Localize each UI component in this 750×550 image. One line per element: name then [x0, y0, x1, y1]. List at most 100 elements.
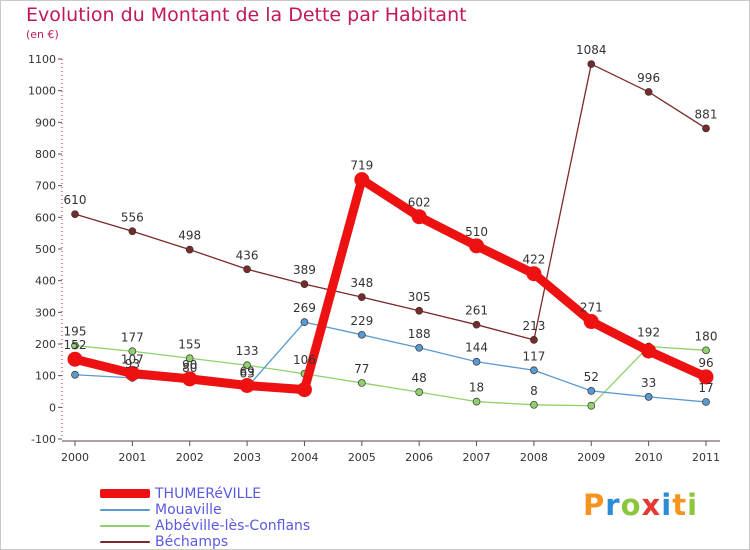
y-tick-label: 0: [49, 401, 56, 414]
x-tick-label: 2008: [520, 451, 548, 464]
data-point: [472, 397, 481, 406]
data-label: 33: [641, 376, 656, 390]
data-point: [243, 265, 251, 274]
data-label: 881: [695, 107, 718, 121]
data-point: [71, 210, 79, 219]
data-label: 305: [408, 290, 431, 304]
data-point: [300, 280, 309, 288]
chart-title: Evolution du Montant de la Dette par Hab…: [26, 4, 467, 26]
data-point: [415, 343, 424, 352]
data-point: [583, 314, 599, 330]
data-point: [182, 371, 198, 387]
data-label: 192: [637, 326, 660, 340]
data-label: 155: [178, 337, 201, 351]
data-label: 348: [350, 276, 373, 290]
data-point: [587, 387, 596, 395]
y-tick-label: 500: [35, 243, 56, 256]
data-point: [185, 354, 194, 363]
data-label: 144: [465, 341, 488, 355]
legend-label: Mouaville: [155, 502, 222, 518]
y-tick-label: 800: [35, 148, 56, 161]
data-label: 69: [239, 364, 254, 378]
data-point: [702, 398, 710, 406]
data-label: 510: [465, 225, 488, 239]
legend-swatch: [100, 541, 150, 543]
data-label: 80: [182, 361, 197, 375]
legend-swatch: [100, 525, 150, 527]
y-tick-label: 900: [35, 116, 56, 129]
data-label: 77: [354, 362, 369, 376]
data-point: [526, 266, 542, 282]
data-label: 188: [408, 327, 431, 341]
data-label: 556: [121, 210, 144, 224]
data-label: 996: [637, 71, 660, 85]
x-tick-label: 2003: [233, 451, 261, 464]
data-point: [124, 365, 140, 381]
legend-label: Béchamps: [155, 534, 229, 550]
data-label: 719: [350, 159, 373, 173]
data-label: 96: [698, 356, 713, 370]
series-line: [74, 63, 707, 341]
data-point: [128, 347, 137, 356]
x-tick-label: 2001: [118, 451, 146, 464]
data-label: 229: [350, 314, 373, 328]
data-label: 133: [236, 344, 259, 358]
data-point: [243, 361, 251, 370]
data-label: 177: [121, 330, 144, 344]
data-point: [357, 379, 366, 387]
data-label: 180: [695, 329, 718, 343]
data-point: [530, 400, 538, 409]
y-tick-label: -100: [31, 433, 56, 446]
data-point: [354, 172, 370, 188]
x-tick-label: 2000: [61, 451, 89, 464]
data-label: 195: [64, 325, 87, 339]
x-tick-label: 2007: [463, 451, 491, 464]
data-point: [530, 366, 538, 375]
data-point: [71, 370, 79, 379]
data-label: 389: [293, 263, 316, 277]
data-point: [702, 124, 710, 133]
data-point: [296, 382, 312, 398]
legend-label: Abbéville-lès-Conflans: [155, 518, 311, 534]
data-point: [71, 341, 79, 350]
y-tick-label: 100: [35, 370, 56, 383]
data-point: [587, 401, 596, 410]
y-tick-label: 300: [35, 306, 56, 319]
legend-swatch: [100, 509, 150, 511]
y-tick-label: 200: [35, 338, 56, 351]
data-label: 93: [125, 357, 140, 371]
legend-label: THUMERéVILLE: [155, 486, 262, 502]
data-point: [469, 238, 485, 254]
data-label: 107: [121, 352, 144, 366]
data-label: 1084: [576, 43, 607, 57]
data-point: [644, 88, 653, 96]
data-label: 63: [239, 366, 254, 380]
data-label: 18: [469, 381, 484, 395]
x-tick-label: 2010: [635, 451, 663, 464]
data-label: 261: [465, 304, 488, 318]
x-tick-label: 2009: [577, 451, 605, 464]
data-label: 436: [236, 248, 259, 262]
data-label: 602: [408, 196, 431, 210]
x-tick-label: 2006: [405, 451, 433, 464]
data-label: 117: [522, 349, 545, 363]
data-point: [415, 306, 424, 315]
x-tick-label: 2011: [692, 451, 720, 464]
data-point: [185, 245, 194, 254]
data-label: 213: [522, 319, 545, 333]
data-label: 498: [178, 229, 201, 243]
data-point: [239, 377, 255, 393]
y-tick-label: 400: [35, 275, 56, 288]
series-line: [74, 344, 707, 407]
data-point: [357, 293, 366, 301]
y-tick-label: 700: [35, 180, 56, 193]
data-label: 106: [293, 353, 316, 367]
data-point: [641, 343, 657, 359]
data-point: [587, 60, 596, 68]
data-label: 48: [412, 371, 427, 385]
data-label: 152: [64, 338, 87, 352]
data-point: [357, 330, 366, 339]
data-point: [530, 336, 538, 344]
